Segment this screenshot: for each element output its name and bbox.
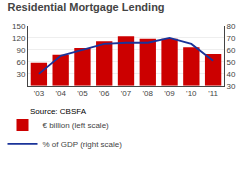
svg-text:'08: '08 <box>143 89 154 98</box>
svg-text:'03: '03 <box>34 89 45 98</box>
svg-text:40: 40 <box>227 70 236 79</box>
svg-text:Source: CBSFA: Source: CBSFA <box>30 107 87 116</box>
svg-text:80: 80 <box>227 22 236 31</box>
svg-text:€ billion (left scale): € billion (left scale) <box>43 121 110 130</box>
svg-text:60: 60 <box>227 46 236 55</box>
svg-text:150: 150 <box>12 22 26 31</box>
svg-text:90: 90 <box>16 46 25 55</box>
svg-text:50: 50 <box>227 58 236 67</box>
svg-text:'05: '05 <box>77 89 88 98</box>
svg-text:'11: '11 <box>208 89 218 98</box>
svg-text:'09: '09 <box>164 89 175 98</box>
svg-text:30: 30 <box>227 82 236 91</box>
svg-text:'07: '07 <box>121 89 132 98</box>
svg-text:60: 60 <box>16 58 25 67</box>
svg-text:'04: '04 <box>55 89 66 98</box>
svg-text:Residential Mortgage Lending: Residential Mortgage Lending <box>8 1 165 13</box>
svg-text:'06: '06 <box>99 89 110 98</box>
svg-text:'10: '10 <box>186 89 197 98</box>
svg-text:120: 120 <box>12 34 26 43</box>
svg-text:% of GDP (right scale): % of GDP (right scale) <box>43 140 123 149</box>
svg-text:70: 70 <box>227 34 236 43</box>
svg-text:30: 30 <box>16 70 25 79</box>
